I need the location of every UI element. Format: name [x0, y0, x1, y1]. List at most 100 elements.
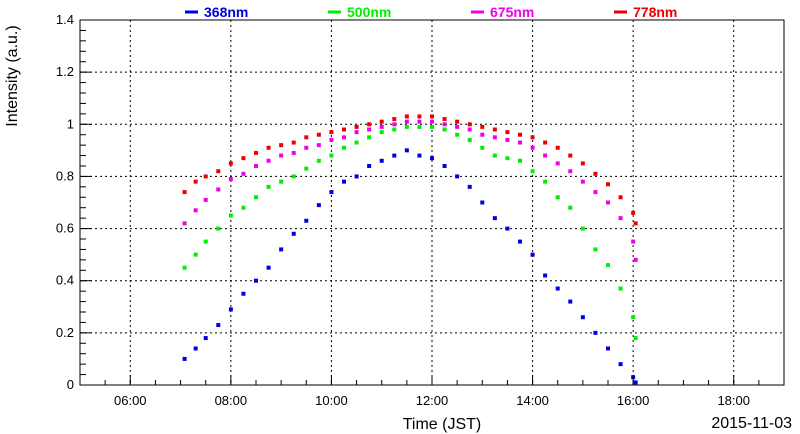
data-point — [241, 156, 246, 161]
data-point — [316, 143, 321, 148]
x-tick-label: 14:00 — [516, 393, 549, 408]
data-point — [392, 153, 397, 158]
data-point — [618, 362, 623, 367]
data-point — [182, 190, 187, 195]
data-point — [379, 130, 384, 135]
data-point — [182, 221, 187, 226]
data-point — [606, 200, 610, 205]
x-tick-label: 06:00 — [114, 393, 147, 408]
data-point — [530, 135, 535, 140]
data-point — [304, 218, 309, 223]
data-point — [216, 169, 221, 174]
data-point — [367, 164, 372, 168]
data-point — [203, 239, 208, 244]
data-point — [618, 216, 623, 221]
data-point — [404, 114, 409, 119]
data-point — [342, 145, 346, 150]
data-point — [392, 122, 397, 127]
series-675nm — [182, 119, 638, 262]
data-point — [417, 114, 422, 119]
data-point — [580, 315, 585, 320]
data-point — [291, 140, 296, 145]
data-point — [618, 286, 623, 291]
data-point — [203, 174, 208, 179]
data-point — [430, 114, 434, 119]
data-point — [518, 158, 522, 163]
data-point — [555, 145, 560, 150]
data-point — [304, 166, 309, 171]
data-point — [266, 158, 271, 163]
data-point — [304, 135, 309, 140]
data-point — [492, 127, 497, 132]
data-point — [182, 356, 187, 361]
series-368nm — [182, 148, 638, 385]
data-point — [193, 179, 198, 184]
y-tick-label: 0.8 — [56, 168, 74, 183]
data-point — [279, 153, 284, 158]
data-point — [430, 119, 434, 124]
legend-label: 675nm — [490, 4, 534, 20]
data-point — [379, 124, 384, 129]
data-point — [631, 210, 636, 215]
data-point — [417, 124, 422, 129]
data-point — [593, 330, 598, 335]
data-point — [266, 145, 271, 150]
data-point — [530, 252, 535, 257]
data-point — [354, 124, 359, 129]
data-point — [467, 122, 472, 127]
data-point — [291, 231, 296, 236]
y-tick-label: 1.4 — [56, 12, 74, 27]
data-point — [455, 174, 460, 179]
data-point — [279, 247, 284, 252]
data-point — [593, 247, 598, 252]
data-point — [568, 169, 573, 174]
data-point — [530, 169, 535, 174]
date-label: 2015-11-03 — [711, 415, 792, 432]
y-tick-label: 0.4 — [56, 273, 74, 288]
data-point — [228, 161, 233, 166]
data-point — [241, 171, 246, 176]
data-point — [316, 203, 321, 208]
data-point — [417, 119, 422, 124]
data-point — [555, 195, 560, 200]
data-point — [266, 184, 271, 189]
data-point — [216, 323, 221, 328]
data-point — [379, 119, 384, 124]
data-point — [193, 346, 198, 351]
y-tick-label: 0.6 — [56, 221, 74, 236]
data-point — [342, 127, 346, 132]
data-point — [193, 208, 198, 213]
data-point — [216, 187, 221, 192]
data-point — [455, 124, 460, 129]
data-point — [505, 156, 510, 161]
data-point — [633, 336, 638, 341]
data-point — [580, 179, 585, 184]
data-point — [568, 299, 573, 304]
data-point — [442, 164, 447, 168]
data-point — [606, 263, 610, 268]
data-point — [492, 216, 497, 221]
data-point — [568, 205, 573, 210]
y-axis-title: Intensity (a.u.) — [4, 25, 21, 126]
series-778nm — [182, 114, 638, 226]
data-point — [329, 130, 334, 135]
data-point — [266, 265, 271, 270]
data-point — [442, 127, 447, 132]
data-point — [367, 127, 372, 132]
data-point — [455, 132, 460, 137]
data-point — [593, 190, 598, 195]
data-point — [543, 153, 548, 158]
data-point — [518, 132, 522, 137]
data-point — [555, 286, 560, 291]
data-point — [631, 315, 636, 320]
data-point — [291, 150, 296, 155]
data-point — [467, 137, 472, 142]
x-tick-label: 12:00 — [416, 393, 449, 408]
data-point — [543, 273, 548, 278]
data-point — [492, 153, 497, 158]
legend-label: 368nm — [204, 4, 248, 20]
data-point — [480, 145, 485, 150]
legend-label: 500nm — [347, 4, 391, 20]
data-point — [316, 158, 321, 163]
data-point — [530, 145, 535, 150]
